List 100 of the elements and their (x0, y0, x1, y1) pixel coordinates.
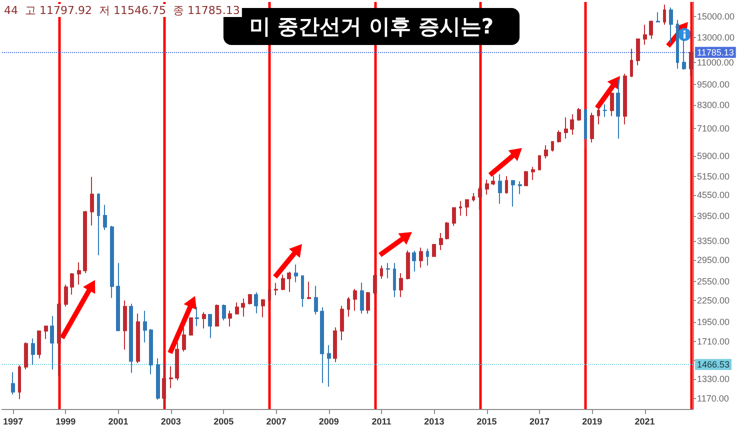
y-tick-label: 1330.00 (697, 374, 730, 384)
candlestick (116, 262, 120, 332)
y-tick-label: 9500.00 (697, 80, 730, 90)
candlestick (241, 298, 245, 318)
candlestick (465, 198, 469, 217)
candlestick (37, 330, 41, 359)
y-tick-label: 4550.00 (697, 190, 730, 200)
candlestick (287, 271, 291, 293)
candlestick (77, 262, 81, 286)
candlestick (445, 221, 449, 240)
candlestick (570, 114, 574, 136)
ref-line-label: 11785.13 (697, 47, 734, 58)
candlestick (669, 7, 673, 44)
candlestick (320, 306, 324, 384)
candlestick (491, 175, 495, 186)
candlestick (432, 243, 436, 258)
candlestick (557, 130, 561, 143)
candlestick (623, 73, 627, 125)
candlestick (189, 316, 193, 336)
candlestick (412, 250, 416, 272)
y-tick-label: 15000.00 (697, 11, 735, 22)
candlestick (511, 180, 515, 208)
candlestick (274, 282, 278, 296)
candlestick (485, 179, 489, 196)
y-tick-label: 1950.00 (697, 316, 730, 327)
candlestick (307, 281, 311, 300)
candlestick (538, 154, 541, 171)
candlestick (531, 166, 535, 180)
candlestick (215, 304, 219, 328)
y-tick-label: 5900.00 (697, 151, 730, 162)
candlestick (636, 38, 640, 66)
candlestick (11, 372, 15, 395)
candlestick (597, 106, 600, 125)
x-tick-label: 2017 (529, 416, 550, 426)
candlestick (505, 176, 508, 194)
candlestick (129, 303, 133, 374)
candlestick (143, 310, 147, 343)
candlestick (347, 296, 350, 318)
candlestick (268, 286, 271, 301)
candlestick (584, 109, 587, 150)
x-tick-label: 2003 (160, 416, 181, 426)
x-tick-label: 2009 (318, 416, 339, 426)
candlestick (663, 4, 666, 26)
x-tick-label: 2019 (582, 416, 602, 426)
candlestick (439, 232, 443, 251)
candlestick (333, 326, 337, 363)
x-tick-label: 2013 (424, 416, 444, 426)
candlestick (452, 207, 456, 226)
candlestick (235, 302, 239, 315)
candlestick (136, 313, 140, 364)
candlestick (426, 248, 429, 266)
candlestick (24, 342, 28, 370)
x-tick-label: 1997 (2, 416, 24, 426)
candlestick (195, 306, 199, 327)
candlestick (590, 112, 594, 143)
y-tick-label: 2950.00 (697, 254, 730, 265)
candlestick (386, 262, 390, 279)
candlestick (31, 338, 35, 366)
x-tick-label: 1999 (56, 416, 76, 426)
candlestick (643, 24, 647, 46)
candlestick (518, 180, 522, 195)
x-tick-label: 2015 (476, 416, 497, 426)
candlestick (366, 292, 370, 314)
y-tick-label: 11000.00 (697, 58, 734, 68)
candlestick (406, 250, 410, 280)
x-tick-label: 2021 (634, 416, 655, 426)
candlestick (630, 48, 633, 78)
candlestick (18, 364, 21, 400)
candlestick (603, 104, 607, 118)
candlestick (208, 314, 212, 339)
y-tick-label: 3350.00 (697, 236, 730, 246)
candlestick (90, 176, 94, 226)
candlestick (610, 92, 614, 117)
candlestick (419, 247, 423, 268)
y-tick-label: 8300.00 (697, 100, 730, 110)
candlestick (682, 38, 686, 70)
candlestick (83, 210, 87, 274)
candlestick (44, 325, 48, 340)
candlestick (103, 204, 107, 231)
y-tick-label: 1710.00 (697, 336, 730, 347)
y-tick-label: 1170.00 (697, 393, 729, 404)
candlestick (380, 265, 383, 280)
x-tick-label: 2011 (372, 416, 392, 426)
candlestick (524, 170, 528, 186)
candlestick (393, 262, 396, 298)
candlestick (340, 305, 344, 341)
candlestick (459, 200, 462, 216)
candlestick (281, 274, 285, 291)
candlestick (175, 342, 179, 381)
y-tick-label: 3950.00 (697, 211, 730, 222)
text: 44 고 11797.92 저 11546.75 종 11785.13 (4, 4, 240, 17)
candlestick (70, 272, 74, 296)
candlestick (169, 366, 173, 389)
candlestick (248, 294, 252, 305)
candlestick (498, 174, 502, 204)
candlestick (149, 328, 153, 375)
y-tick-label: 7100.00 (697, 123, 730, 134)
candlestick (472, 192, 475, 202)
y-tick-label: 13000.00 (697, 32, 735, 43)
y-tick-label: 5150.00 (697, 171, 730, 182)
